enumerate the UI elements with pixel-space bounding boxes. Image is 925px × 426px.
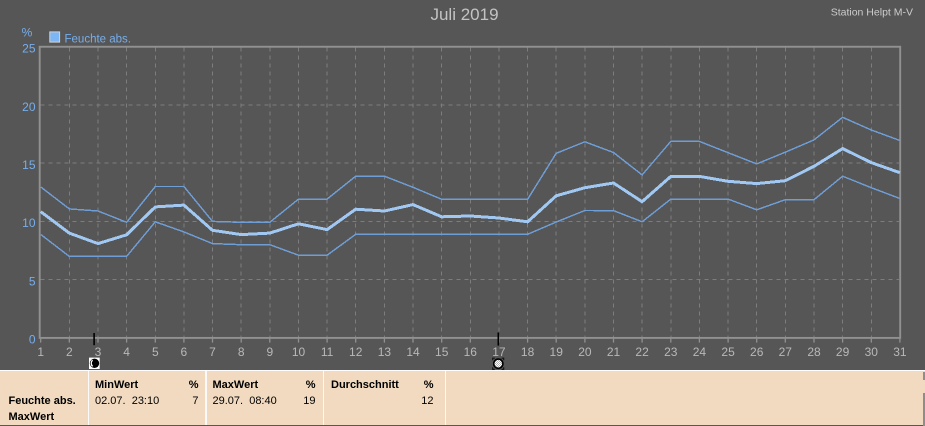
svg-text:1: 1	[37, 345, 44, 359]
svg-text:7: 7	[209, 345, 216, 359]
svg-text:26: 26	[750, 345, 764, 359]
svg-text:Juli 2019: Juli 2019	[430, 5, 498, 24]
svg-text:8: 8	[238, 345, 245, 359]
svg-text:0: 0	[29, 333, 36, 347]
svg-text:23: 23	[664, 345, 678, 359]
svg-text:20: 20	[22, 100, 36, 114]
svg-text:25: 25	[22, 42, 36, 56]
svg-text:Station Helpt M-V: Station Helpt M-V	[831, 7, 913, 19]
svg-text:29: 29	[836, 345, 850, 359]
svg-text:13: 13	[378, 345, 392, 359]
svg-text:22: 22	[635, 345, 649, 359]
svg-text:11: 11	[321, 345, 334, 359]
svg-text:4: 4	[123, 345, 130, 359]
svg-text:24: 24	[693, 345, 707, 359]
svg-text:9: 9	[266, 345, 273, 359]
svg-text:21: 21	[607, 345, 621, 359]
svg-text:5: 5	[29, 275, 36, 289]
svg-text:16: 16	[464, 345, 478, 359]
svg-text:27: 27	[779, 345, 793, 359]
svg-text:2: 2	[66, 345, 73, 359]
svg-text:10: 10	[22, 216, 36, 230]
svg-text:31: 31	[893, 345, 907, 359]
svg-text:30: 30	[865, 345, 879, 359]
svg-text:15: 15	[435, 345, 449, 359]
svg-text:3: 3	[95, 345, 102, 359]
svg-text:14: 14	[406, 345, 420, 359]
svg-text:17: 17	[492, 345, 506, 359]
svg-text:6: 6	[181, 345, 188, 359]
svg-text:28: 28	[807, 345, 821, 359]
svg-text:%: %	[22, 26, 33, 40]
svg-text:19: 19	[550, 345, 564, 359]
svg-text:15: 15	[22, 158, 36, 172]
svg-text:Feuchte abs.: Feuchte abs.	[65, 33, 131, 45]
svg-text:20: 20	[578, 345, 592, 359]
svg-text:12: 12	[349, 345, 363, 359]
svg-text:5: 5	[152, 345, 159, 359]
svg-text:10: 10	[292, 345, 306, 359]
svg-text:25: 25	[721, 345, 735, 359]
svg-text:18: 18	[521, 345, 535, 359]
